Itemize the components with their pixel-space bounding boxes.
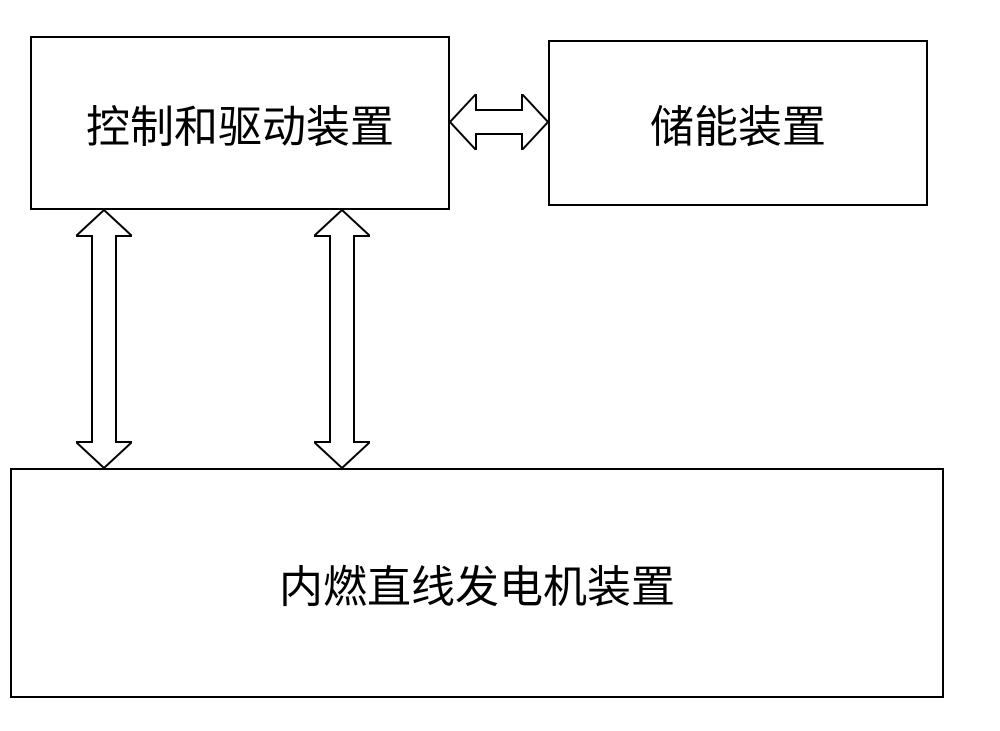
- node-generator: 内燃直线发电机装置: [10, 468, 944, 698]
- node-control-drive: 控制和驱动装置: [30, 36, 450, 210]
- node-energy-storage: 储能装置: [548, 40, 928, 206]
- node-energy-storage-label: 储能装置: [650, 91, 826, 155]
- diagram-canvas: 控制和驱动装置 储能装置 内燃直线发电机装置: [0, 0, 1000, 731]
- arrow-vertical-right: [314, 210, 370, 468]
- arrow-vertical-left: [76, 210, 132, 468]
- node-control-drive-label: 控制和驱动装置: [86, 91, 394, 155]
- node-generator-label: 内燃直线发电机装置: [279, 551, 675, 615]
- arrow-control-storage: [450, 94, 548, 150]
